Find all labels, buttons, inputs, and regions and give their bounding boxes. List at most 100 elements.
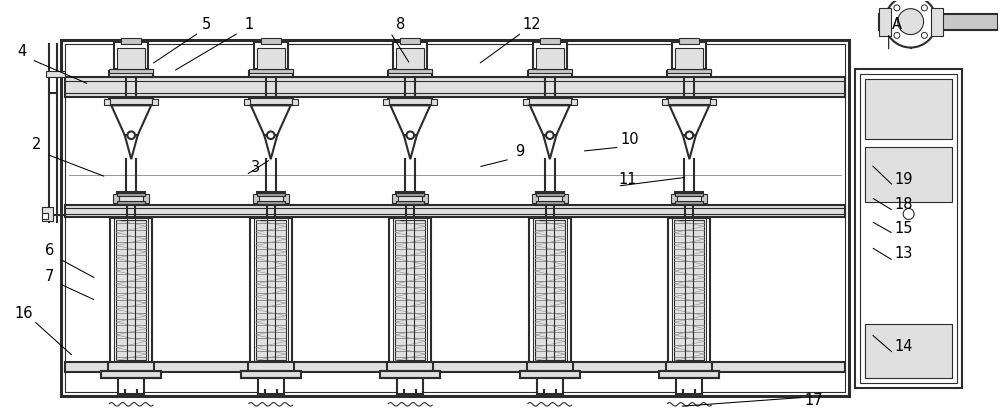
Bar [114, 218, 148, 362]
Bar [65, 78, 845, 97]
Bar [931, 8, 943, 36]
Bar [254, 41, 288, 70]
Text: 7: 7 [45, 269, 54, 284]
Bar [395, 220, 425, 360]
Bar [114, 41, 148, 70]
Text: 17: 17 [805, 393, 823, 408]
Polygon shape [251, 105, 291, 135]
Bar [249, 72, 293, 78]
Bar [535, 220, 565, 360]
Bar [865, 323, 952, 378]
Bar [523, 99, 529, 105]
Bar [389, 218, 431, 362]
Bar [532, 194, 538, 203]
Polygon shape [111, 105, 151, 135]
Bar [536, 201, 564, 204]
Bar [662, 99, 668, 105]
Text: 14: 14 [894, 339, 913, 354]
Bar [701, 194, 707, 203]
Bar [116, 220, 146, 360]
Bar [668, 218, 710, 362]
Text: 2: 2 [32, 137, 41, 152]
Bar [396, 193, 424, 196]
Bar [257, 201, 285, 204]
Text: 18: 18 [894, 197, 913, 212]
Bar [65, 362, 845, 372]
Bar [562, 194, 568, 203]
Bar [42, 213, 48, 219]
Bar [672, 218, 706, 362]
Bar [674, 220, 704, 360]
Polygon shape [683, 135, 696, 159]
Bar [860, 75, 957, 383]
Bar [679, 38, 699, 44]
Bar [292, 99, 298, 105]
Bar [667, 98, 711, 105]
Polygon shape [543, 135, 556, 159]
Bar [261, 38, 281, 44]
Bar [865, 147, 952, 202]
Text: 15: 15 [894, 221, 913, 236]
Bar [143, 194, 149, 203]
Bar [65, 44, 845, 392]
Bar [536, 192, 564, 205]
Bar [879, 14, 998, 30]
Bar [110, 218, 152, 362]
Bar [283, 194, 289, 203]
Text: 11: 11 [618, 172, 637, 186]
Bar [397, 372, 423, 394]
Bar [241, 372, 301, 378]
Bar [667, 70, 711, 73]
Bar [250, 218, 292, 362]
Polygon shape [404, 135, 417, 159]
Bar [710, 99, 716, 105]
Bar [46, 72, 65, 78]
Bar [675, 201, 703, 204]
Bar [396, 192, 424, 205]
Text: 3: 3 [251, 160, 260, 175]
Bar [65, 205, 845, 217]
Bar [396, 201, 424, 204]
Bar [675, 192, 703, 205]
Circle shape [894, 32, 900, 39]
Bar [113, 194, 119, 203]
Bar [422, 194, 428, 203]
Bar [257, 192, 285, 205]
Bar [61, 39, 849, 396]
Bar [675, 193, 703, 196]
Bar [121, 38, 141, 44]
Bar [528, 70, 572, 73]
Bar [533, 218, 567, 362]
Bar [393, 218, 427, 362]
Text: 10: 10 [620, 132, 639, 147]
Bar [528, 98, 572, 105]
Bar [400, 38, 420, 44]
Bar [244, 99, 250, 105]
Bar [865, 80, 952, 139]
Bar [540, 38, 560, 44]
Bar [101, 372, 161, 378]
Bar [383, 99, 389, 105]
Circle shape [903, 209, 914, 220]
Bar [117, 47, 145, 70]
Bar [248, 362, 294, 372]
Polygon shape [669, 105, 709, 135]
Bar [667, 72, 711, 78]
Circle shape [546, 132, 554, 139]
Polygon shape [530, 105, 570, 135]
Bar [537, 372, 563, 394]
Circle shape [885, 0, 937, 47]
Circle shape [921, 32, 927, 39]
Bar [117, 192, 145, 205]
Text: 4: 4 [17, 44, 26, 59]
Bar [392, 194, 398, 203]
Bar [387, 362, 433, 372]
Circle shape [267, 132, 275, 139]
Bar [388, 72, 432, 78]
Text: 13: 13 [894, 246, 913, 261]
Circle shape [894, 5, 900, 11]
Text: 8: 8 [396, 17, 405, 32]
Polygon shape [125, 135, 138, 159]
Text: 6: 6 [45, 243, 54, 259]
Bar [118, 372, 144, 394]
